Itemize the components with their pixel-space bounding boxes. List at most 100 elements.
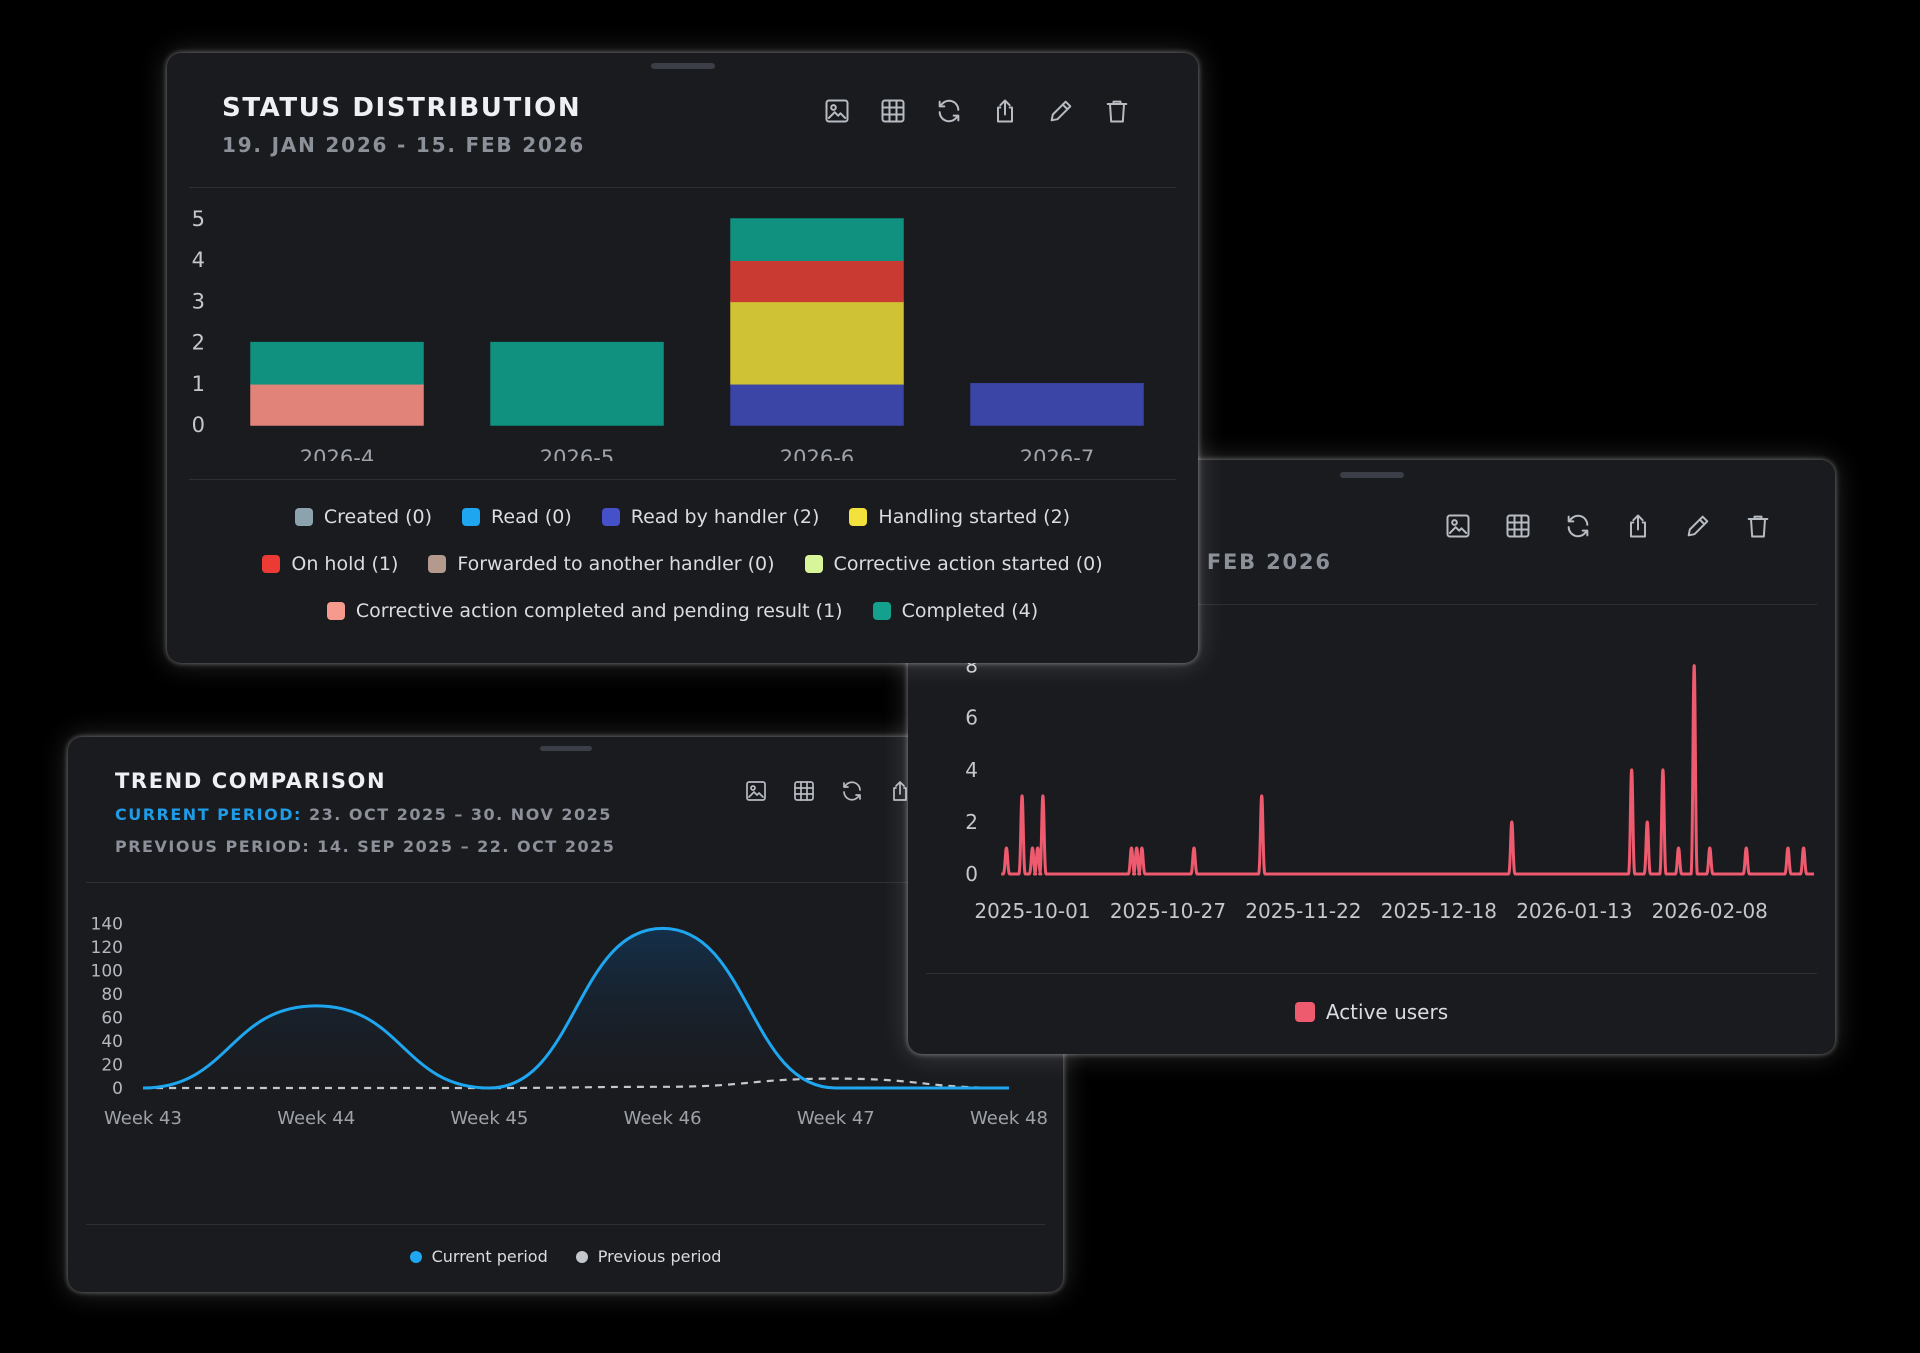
x-tick-label: Week 47 bbox=[797, 1108, 875, 1129]
x-tick-label: Week 44 bbox=[277, 1108, 355, 1129]
y-tick-label: 5 bbox=[192, 207, 205, 231]
refresh-button[interactable] bbox=[828, 773, 876, 813]
legend-row: Created (0) Read (0) Read by handler (2) Ha… bbox=[207, 506, 1158, 528]
status-chart: 0 1 2 3 4 5 2026-4 2026-5 2026-6 2026-7 bbox=[192, 207, 1144, 461]
legend-item[interactable]: Corrective action started (0) bbox=[804, 553, 1103, 575]
y-tick-label: 3 bbox=[192, 289, 205, 313]
image-icon bbox=[1444, 512, 1472, 544]
legend-divider bbox=[86, 1224, 1045, 1225]
legend-item[interactable]: Completed (4) bbox=[872, 600, 1038, 622]
y-tick-label: 140 bbox=[91, 915, 123, 935]
card-title: TREND COMPARISON bbox=[115, 769, 387, 793]
x-tick-label: 2025-12-18 bbox=[1381, 899, 1497, 923]
table-button[interactable] bbox=[780, 773, 828, 813]
y-tick-label: 0 bbox=[192, 413, 205, 437]
image-icon bbox=[744, 779, 768, 807]
y-tick-label: 0 bbox=[112, 1079, 123, 1099]
legend-swatch bbox=[601, 508, 620, 526]
legend-row: On hold (1) Forwarded to another handler … bbox=[207, 553, 1158, 575]
share-icon bbox=[991, 97, 1019, 129]
trend-comparison-card: TREND COMPARISON CURRENT PERIOD: 23. OCT… bbox=[68, 737, 1063, 1292]
drag-handle[interactable] bbox=[1339, 472, 1404, 478]
series-line bbox=[1001, 664, 1814, 876]
current-period-label: CURRENT PERIOD: bbox=[115, 805, 302, 824]
x-tick-label: 2026-01-13 bbox=[1516, 899, 1632, 923]
legend-item[interactable]: Created (0) bbox=[294, 506, 432, 528]
y-tick-label: 6 bbox=[965, 706, 978, 730]
delete-button[interactable] bbox=[1728, 508, 1788, 548]
legend-label: Forwarded to another handler (0) bbox=[457, 553, 775, 575]
legend-swatch bbox=[872, 602, 891, 620]
image-icon bbox=[823, 97, 851, 129]
image-button[interactable] bbox=[809, 93, 865, 133]
legend-divider bbox=[926, 973, 1817, 974]
chart-toolbar bbox=[732, 773, 924, 813]
legend-item-previous-period[interactable]: Previous period bbox=[575, 1247, 721, 1266]
active-users-legend: Active users bbox=[908, 1000, 1835, 1024]
legend-swatch bbox=[326, 602, 345, 620]
table-button[interactable] bbox=[865, 93, 921, 133]
share-icon bbox=[1624, 512, 1652, 544]
y-tick-label: 4 bbox=[192, 248, 205, 272]
legend-item-active-users[interactable]: Active users bbox=[1294, 1000, 1449, 1024]
y-tick-label: 1 bbox=[192, 372, 205, 396]
legend-swatch bbox=[428, 555, 447, 573]
share-button[interactable] bbox=[977, 93, 1033, 133]
trend-chart: 0 20 40 60 80 100 120 140 Week 43 Week 44 Week 45 W… bbox=[91, 915, 1048, 1129]
current-period-line: CURRENT PERIOD: 23. OCT 2025 – 30. NOV 2… bbox=[115, 805, 612, 824]
share-button[interactable] bbox=[1608, 508, 1668, 548]
refresh-icon bbox=[840, 779, 864, 807]
legend-item[interactable]: Forwarded to another handler (0) bbox=[428, 553, 775, 575]
legend-item[interactable]: Read by handler (2) bbox=[601, 506, 820, 528]
bar-segment bbox=[490, 341, 664, 426]
trend-legend: Current period Previous period bbox=[68, 1247, 1063, 1266]
image-button[interactable] bbox=[1428, 508, 1488, 548]
delete-button[interactable] bbox=[1089, 93, 1145, 133]
legend-divider bbox=[189, 479, 1176, 480]
x-tick-label: 2026-7 bbox=[1020, 446, 1094, 461]
table-icon bbox=[1504, 512, 1532, 544]
x-tick-label: Week 46 bbox=[624, 1108, 702, 1129]
image-button[interactable] bbox=[732, 773, 780, 813]
chart-toolbar bbox=[1428, 508, 1788, 548]
refresh-icon bbox=[1564, 512, 1592, 544]
legend-label: Read by handler (2) bbox=[630, 506, 820, 528]
refresh-button[interactable] bbox=[1548, 508, 1608, 548]
delete-icon bbox=[1103, 97, 1131, 129]
legend-swatch bbox=[1294, 1002, 1315, 1022]
legend-item[interactable]: Handling started (2) bbox=[849, 506, 1070, 528]
x-tick-label: 2026-5 bbox=[540, 446, 614, 461]
drag-handle[interactable] bbox=[650, 63, 715, 69]
bar-segment bbox=[730, 259, 904, 303]
table-button[interactable] bbox=[1488, 508, 1548, 548]
x-tick-label: Week 43 bbox=[104, 1108, 182, 1129]
refresh-button[interactable] bbox=[921, 93, 977, 133]
status-distribution-card: STATUS DISTRIBUTION 19. JAN 2026 - 15. F… bbox=[167, 53, 1198, 663]
y-tick-label: 40 bbox=[101, 1032, 123, 1052]
edit-icon bbox=[1684, 512, 1712, 544]
x-tick-label: Week 48 bbox=[970, 1108, 1048, 1129]
legend-label: Active users bbox=[1325, 1000, 1449, 1024]
edit-button[interactable] bbox=[1033, 93, 1089, 133]
share-button[interactable] bbox=[876, 773, 924, 813]
share-icon bbox=[888, 779, 912, 807]
card-title: STATUS DISTRIBUTION bbox=[222, 93, 582, 123]
y-tick-label: 120 bbox=[91, 938, 123, 958]
legend-label: Read (0) bbox=[491, 506, 572, 528]
legend-swatch bbox=[462, 508, 481, 526]
legend-item[interactable]: Corrective action completed and pending … bbox=[326, 600, 843, 622]
bar-segment bbox=[250, 341, 424, 385]
bar-segment bbox=[730, 383, 904, 426]
chart-toolbar bbox=[809, 93, 1145, 133]
legend-label: Handling started (2) bbox=[878, 506, 1071, 528]
legend-item[interactable]: Read (0) bbox=[462, 506, 572, 528]
bar-segment bbox=[730, 300, 904, 385]
edit-button[interactable] bbox=[1668, 508, 1728, 548]
status-legend: Created (0) Read (0) Read by handler (2) Ha… bbox=[207, 506, 1158, 622]
legend-item-current-period[interactable]: Current period bbox=[409, 1247, 548, 1266]
previous-period-line bbox=[142, 1077, 1010, 1090]
drag-handle[interactable] bbox=[539, 746, 592, 751]
previous-period-range: 14. SEP 2025 – 22. OCT 2025 bbox=[317, 837, 616, 856]
legend-item[interactable]: On hold (1) bbox=[262, 553, 398, 575]
x-tick-label: 2026-4 bbox=[300, 446, 374, 461]
